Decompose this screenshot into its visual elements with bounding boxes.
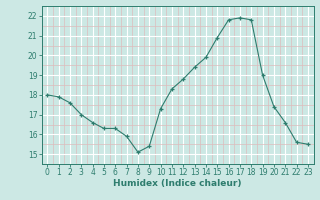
X-axis label: Humidex (Indice chaleur): Humidex (Indice chaleur) bbox=[113, 179, 242, 188]
